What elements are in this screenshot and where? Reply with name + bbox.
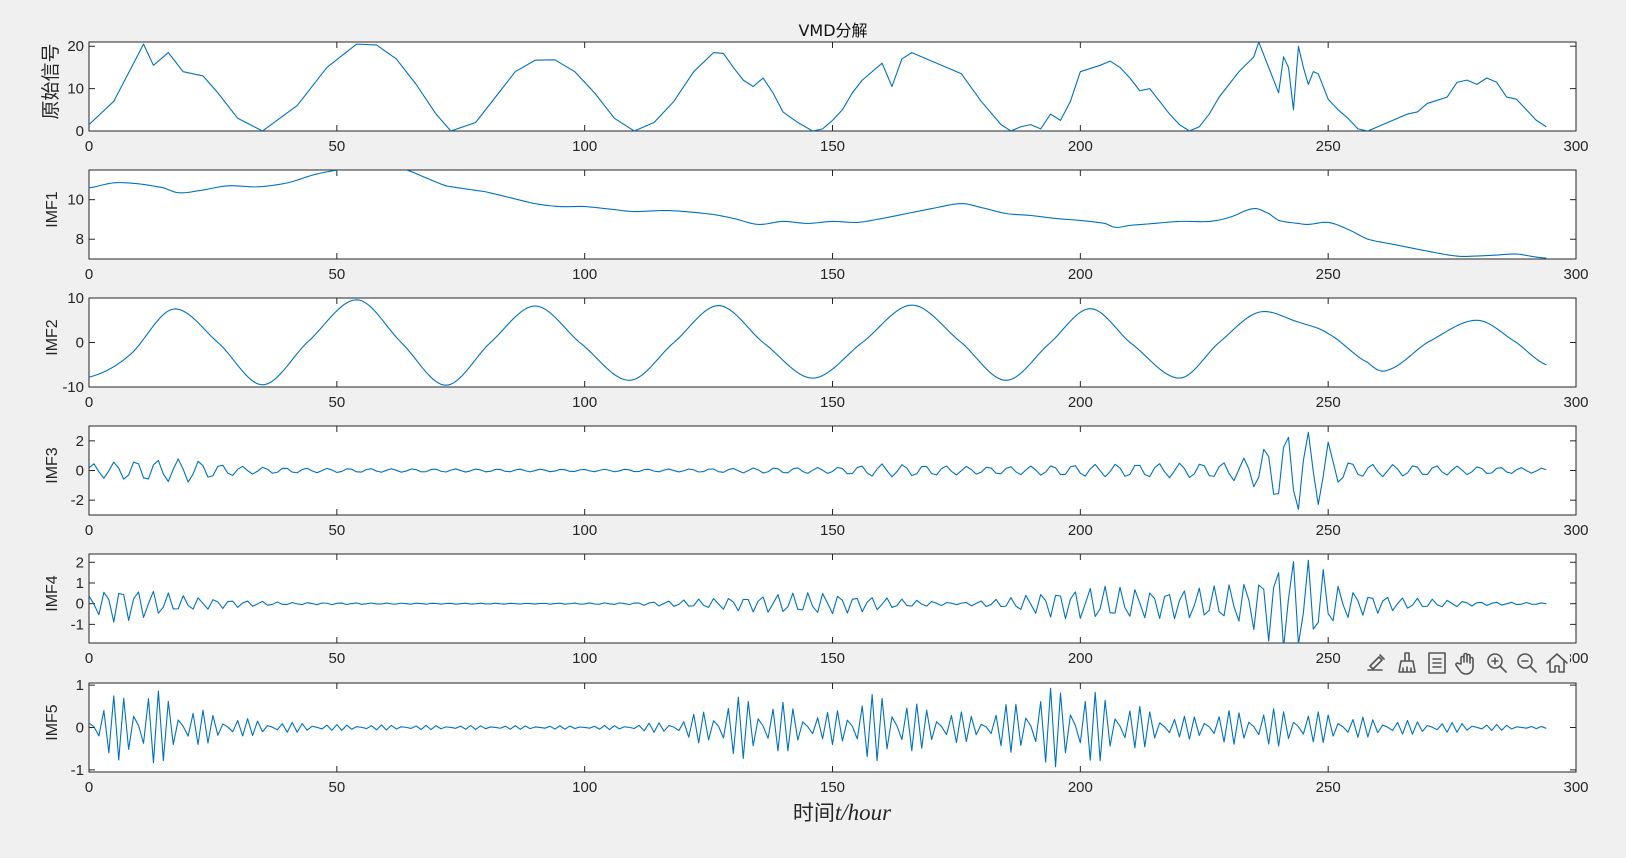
brush-export-icon[interactable] (1364, 650, 1390, 681)
x-tick-label: 0 (85, 394, 93, 411)
x-tick-label: 50 (328, 522, 345, 539)
subplot-1[interactable]: 0 50 100 150 200 250 300 0 10 20 原始信号 (40, 38, 1589, 155)
x-tick-label: 200 (1068, 522, 1093, 539)
y-tick-label: -2 (71, 492, 84, 509)
y-tick-label: 2 (76, 433, 84, 450)
y-axis-label: IMF5 (44, 704, 61, 741)
x-tick-label: 50 (328, 138, 345, 155)
y-axis-label: IMF1 (44, 191, 61, 228)
x-tick-label: 100 (572, 650, 597, 667)
x-tick-label: 200 (1068, 650, 1093, 667)
x-tick-label: 100 (572, 522, 597, 539)
y-tick-label: 1 (76, 677, 84, 694)
x-tick-label: 300 (1563, 138, 1588, 155)
home-restore-icon[interactable] (1544, 650, 1570, 681)
x-tick-label: 50 (328, 650, 345, 667)
x-tick-label: 250 (1316, 522, 1341, 539)
x-tick-label: 300 (1563, 779, 1588, 796)
x-tick-label: 250 (1316, 138, 1341, 155)
y-tick-label: 1 (76, 575, 84, 592)
x-tick-label: 250 (1316, 266, 1341, 283)
series-line (89, 559, 1547, 643)
x-tick-label: 0 (85, 779, 93, 796)
series-line (89, 42, 1547, 131)
y-axis-label: IMF3 (44, 447, 61, 484)
y-tick-label: 0 (76, 463, 84, 480)
y-tick-label: -10 (62, 379, 84, 396)
zoom-in-icon[interactable] (1484, 650, 1510, 681)
x-tick-label: 0 (85, 650, 93, 667)
x-tick-label: 250 (1316, 779, 1341, 796)
axes-box (88, 169, 1577, 260)
axes-box (88, 41, 1577, 132)
series-line (89, 431, 1547, 510)
x-tick-label: 200 (1068, 394, 1093, 411)
data-brush-icon[interactable] (1394, 650, 1420, 681)
y-tick-label: 0 (76, 720, 84, 737)
y-tick-label: 0 (76, 596, 84, 613)
y-tick-label: 10 (67, 192, 84, 209)
y-tick-label: 8 (76, 231, 84, 248)
y-tick-label: 10 (67, 290, 84, 307)
zoom-out-icon[interactable] (1514, 650, 1540, 681)
figure-title: VMD分解 (798, 21, 867, 40)
x-axis-label: 时间t/hour (793, 800, 892, 825)
x-tick-label: 200 (1068, 266, 1093, 283)
y-tick-label: 20 (67, 38, 84, 55)
y-axis-label: 原始信号 (40, 43, 62, 119)
x-tick-label: 50 (328, 394, 345, 411)
axes-box (88, 425, 1577, 516)
y-tick-label: 0 (76, 123, 84, 140)
x-tick-label: 0 (85, 266, 93, 283)
series-line (89, 299, 1547, 386)
x-tick-label: 200 (1068, 779, 1093, 796)
axes-box (88, 553, 1577, 644)
axes-box (88, 297, 1577, 388)
x-tick-label: 150 (820, 779, 845, 796)
x-tick-label: 0 (85, 522, 93, 539)
x-tick-label: 150 (820, 266, 845, 283)
series-line (89, 170, 1547, 259)
x-tick-label: 250 (1316, 650, 1341, 667)
x-axis-label-math: t/hour (835, 800, 892, 825)
x-tick-label: 250 (1316, 394, 1341, 411)
x-tick-label: 0 (85, 138, 93, 155)
pan-hand-icon[interactable] (1454, 650, 1480, 681)
y-tick-label: 0 (76, 335, 84, 352)
x-tick-label: 300 (1563, 394, 1588, 411)
x-tick-label: 150 (820, 522, 845, 539)
y-axis-label: IMF2 (44, 319, 61, 356)
x-tick-label: 150 (820, 394, 845, 411)
x-axis-label-text: 时间 (793, 801, 835, 825)
y-tick-label: 10 (67, 81, 84, 98)
data-cursor-icon[interactable] (1424, 650, 1450, 681)
x-tick-label: 200 (1068, 138, 1093, 155)
axes-toolbar (1364, 650, 1570, 680)
y-tick-label: -1 (71, 616, 84, 633)
x-tick-label: 100 (572, 138, 597, 155)
y-tick-label: -1 (71, 762, 84, 779)
axes-box (88, 682, 1577, 773)
x-tick-label: 300 (1563, 266, 1588, 283)
x-tick-label: 100 (572, 779, 597, 796)
x-tick-label: 50 (328, 779, 345, 796)
series-line (89, 687, 1547, 768)
y-tick-label: 2 (76, 554, 84, 571)
x-tick-label: 50 (328, 266, 345, 283)
x-tick-label: 100 (572, 266, 597, 283)
x-tick-label: 150 (820, 138, 845, 155)
x-tick-label: 100 (572, 394, 597, 411)
x-tick-label: 150 (820, 650, 845, 667)
subplot-2[interactable]: 0 50 100 150 200 250 300 8 10 IMF1 (44, 168, 1589, 283)
x-tick-label: 300 (1563, 522, 1588, 539)
y-axis-label: IMF4 (44, 575, 61, 612)
